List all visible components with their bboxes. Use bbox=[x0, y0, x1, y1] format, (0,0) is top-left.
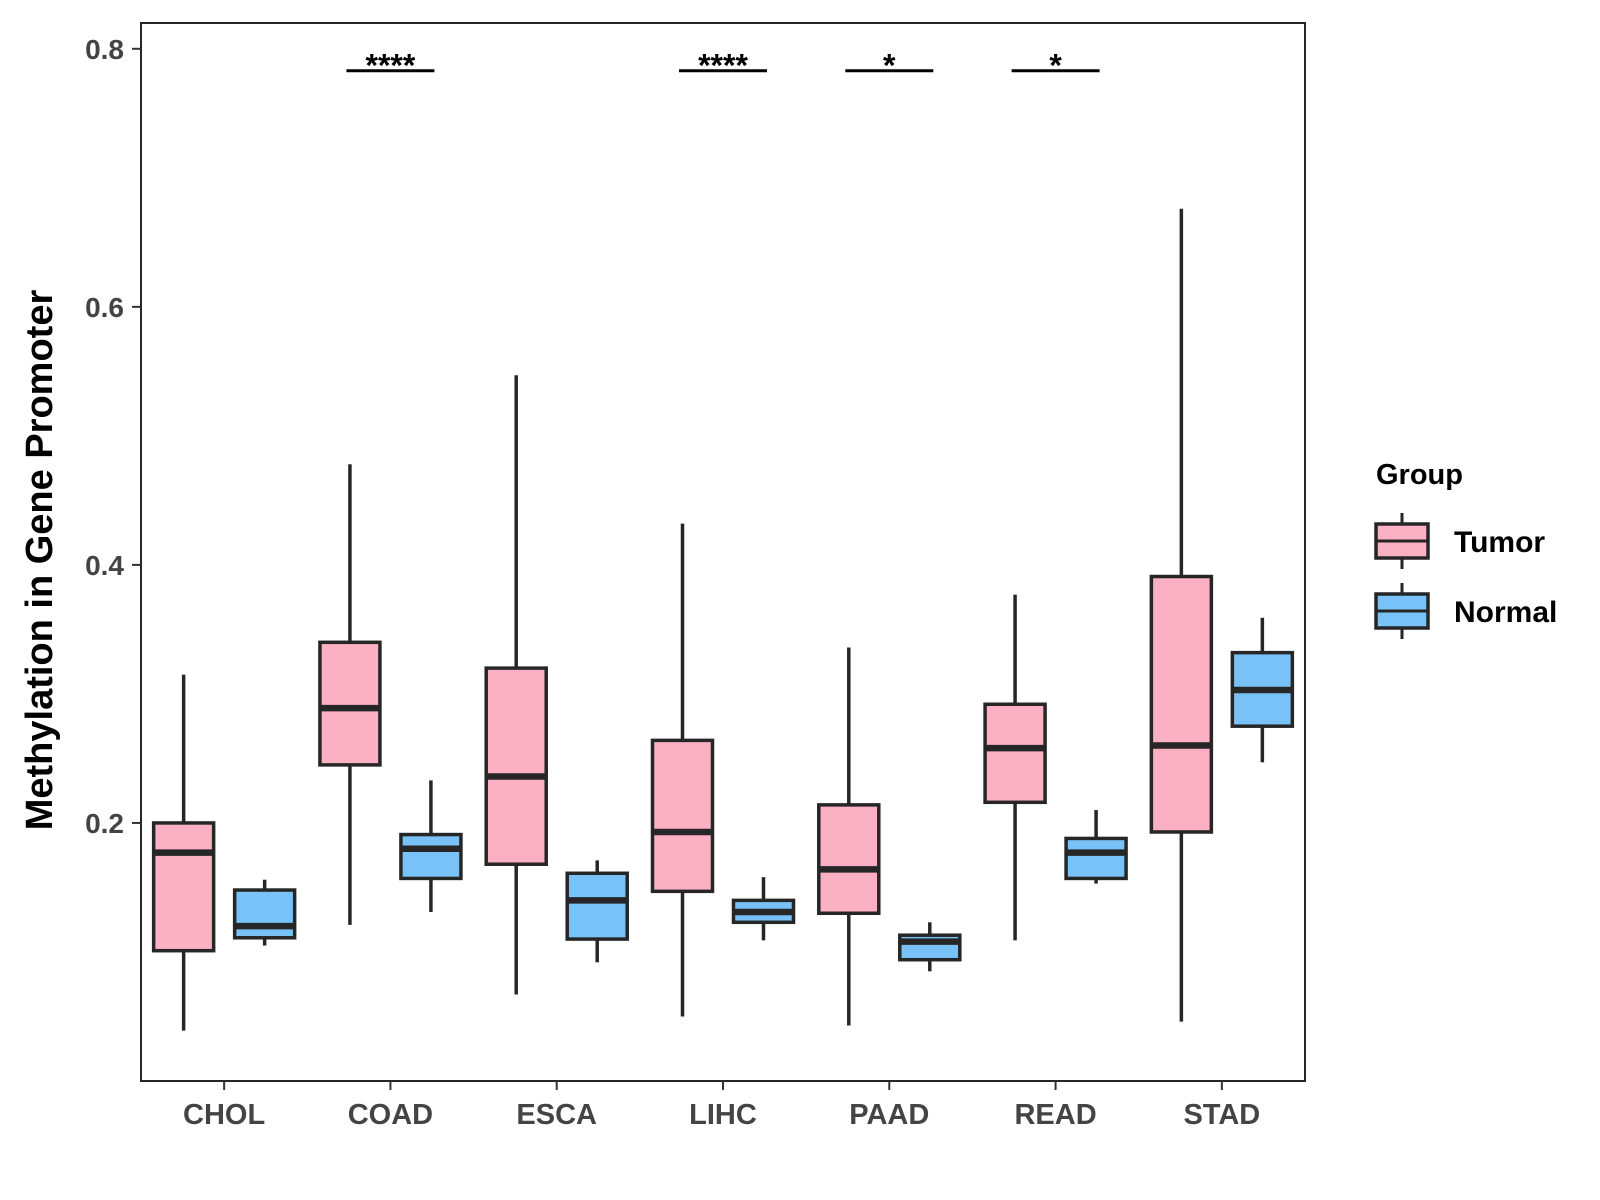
significance-label-read: * bbox=[1049, 48, 1062, 84]
iqr-box bbox=[983, 702, 1047, 805]
legend-label-tumor: Tumor bbox=[1454, 526, 1545, 559]
legend-title: Group bbox=[1376, 459, 1463, 491]
iqr-box bbox=[1064, 836, 1128, 881]
iqr-box bbox=[318, 640, 382, 767]
legend: Group Tumor Normal bbox=[1374, 459, 1557, 639]
iqr-box bbox=[399, 832, 463, 881]
x-tick-label-read: READ bbox=[1014, 1099, 1096, 1131]
box-tumor-chol bbox=[151, 674, 216, 1031]
y-tick-label: 0.6 bbox=[85, 292, 124, 323]
box-normal-lihc bbox=[731, 877, 796, 941]
x-tick-label-stad: STAD bbox=[1183, 1099, 1260, 1131]
y-tick-label: 0.8 bbox=[85, 34, 124, 65]
legend-key-normal bbox=[1374, 583, 1430, 639]
y-tick-label: 0.4 bbox=[85, 550, 124, 581]
box-normal-read bbox=[1064, 810, 1128, 884]
box-normal-coad bbox=[399, 780, 463, 912]
x-tick-label-chol: CHOL bbox=[183, 1099, 265, 1131]
box-tumor-paad bbox=[817, 647, 881, 1026]
box-normal-chol bbox=[232, 879, 297, 946]
box-tumor-esca bbox=[484, 375, 548, 995]
box-normal-stad bbox=[1230, 617, 1295, 763]
iqr-box bbox=[484, 666, 548, 866]
significance-label-coad: **** bbox=[366, 48, 416, 84]
x-tick-label-esca: ESCA bbox=[516, 1099, 597, 1131]
x-tick-label-coad: COAD bbox=[348, 1099, 433, 1131]
box-tumor-read bbox=[983, 594, 1047, 941]
significance-label-paad: * bbox=[883, 48, 896, 84]
box-normal-esca bbox=[565, 860, 629, 963]
legend-key-tumor bbox=[1374, 513, 1430, 569]
iqr-box bbox=[817, 803, 881, 916]
legend-label-normal: Normal bbox=[1454, 596, 1557, 629]
x-tick-label-paad: PAAD bbox=[849, 1099, 929, 1131]
box-tumor-coad bbox=[318, 464, 382, 925]
box-tumor-lihc bbox=[650, 523, 715, 1017]
iqr-box bbox=[151, 821, 216, 953]
y-tick-label: 0.2 bbox=[85, 808, 124, 839]
plot-area: 0.2 0.4 0.6 0.8 CHOL COAD ESCA LIHC PAAD READ STAD… bbox=[85, 22, 1306, 1131]
box-normal-paad bbox=[898, 922, 962, 972]
iqr-box bbox=[565, 871, 629, 941]
significance-label-lihc: **** bbox=[698, 48, 748, 84]
iqr-box bbox=[1149, 574, 1214, 834]
box-tumor-stad bbox=[1149, 208, 1214, 1022]
iqr-box bbox=[232, 888, 297, 940]
y-axis-title: Methylation in Gene Promoter bbox=[19, 290, 61, 831]
x-tick-label-lihc: LIHC bbox=[689, 1099, 757, 1131]
iqr-box bbox=[650, 738, 715, 894]
